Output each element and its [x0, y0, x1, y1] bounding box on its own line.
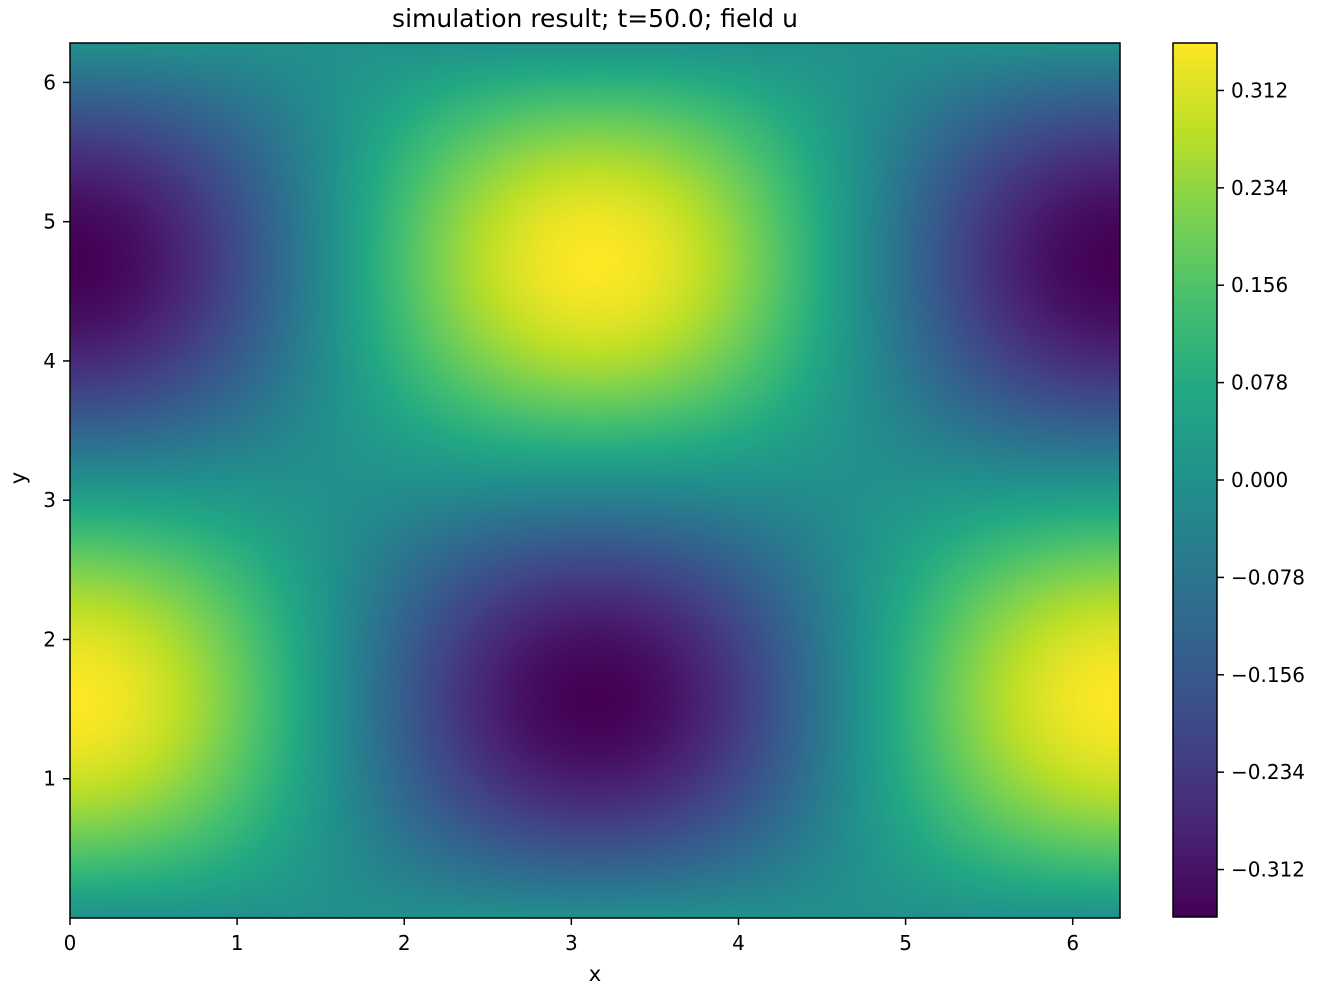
- y-tick-label: 6: [43, 70, 56, 94]
- y-axis-ticks: 1 2 3 4 5 6: [43, 70, 70, 791]
- y-tick-label: 4: [43, 349, 56, 373]
- colorbar-tick-label: 0.312: [1231, 78, 1288, 102]
- x-tick-label: 6: [1066, 931, 1079, 955]
- colorbar-tick-label: −0.156: [1231, 663, 1305, 687]
- y-tick-label: 2: [43, 627, 56, 651]
- x-tick-label: 0: [64, 931, 77, 955]
- colorbar-gradient: [1173, 43, 1217, 917]
- colorbar-tick-label: −0.234: [1231, 760, 1305, 784]
- colorbar-tick-label: 0.234: [1231, 176, 1288, 200]
- colorbar-tick-label: 0.156: [1231, 273, 1288, 297]
- x-axis-label: x: [588, 962, 602, 986]
- colorbar-tick-label: 0.000: [1231, 468, 1288, 492]
- colorbar-tick-label: −0.312: [1231, 858, 1305, 882]
- x-tick-label: 3: [565, 931, 578, 955]
- y-tick-label: 1: [43, 767, 56, 791]
- heatmap-plot-area: [70, 43, 1120, 918]
- plot-frame: [69, 42, 1121, 919]
- colorbar-frame: [1172, 42, 1218, 918]
- y-tick-label: 3: [43, 488, 56, 512]
- chart-title: simulation result; t=50.0; field u: [392, 4, 798, 33]
- x-tick-label: 1: [231, 931, 244, 955]
- x-tick-label: 4: [732, 931, 745, 955]
- colorbar-ticks: 0.312 0.234 0.156 0.078 0.000 −0.078 −0.156 −0.…: [1217, 78, 1305, 882]
- colorbar-tick-label: −0.078: [1231, 565, 1305, 589]
- y-tick-label: 5: [43, 210, 56, 234]
- colorbar-tick-label: 0.078: [1231, 371, 1288, 395]
- x-tick-label: 5: [899, 931, 912, 955]
- y-axis-label: y: [6, 471, 30, 485]
- x-axis-ticks: 0 1 2 3 4 5 6: [64, 918, 1079, 955]
- x-tick-label: 2: [398, 931, 411, 955]
